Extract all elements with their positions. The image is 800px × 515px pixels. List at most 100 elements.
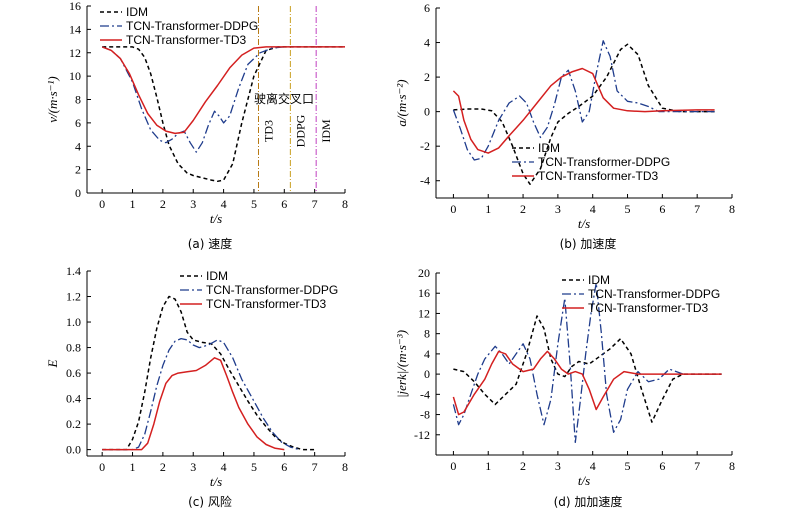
y-tick-label: 16 [418,286,430,300]
x-tick-label: 3 [555,202,561,216]
y-tick-label: -8 [420,408,430,422]
x-tick-label: 8 [729,202,735,216]
y-tick-label: 14 [69,22,81,36]
y-tick-label: -2 [420,139,430,153]
panel-c-caption: (c) 风险 [188,494,232,509]
y-tick-label: 16 [69,0,81,13]
series-idm-line [453,43,715,185]
x-tick-label: 2 [160,460,166,474]
y-tick-label: 10 [69,69,81,83]
y-tick-label: 1.4 [66,264,81,278]
legend-label-idm: IDM [206,269,228,283]
legend-label-td3: TCN-Transformer-TD3 [206,297,327,311]
y-tick-label: -4 [420,174,430,188]
legend-label-td3: TCN-Transformer-TD3 [588,301,709,315]
x-tick-label: 1 [130,460,136,474]
y-tick-label: 0.0 [66,443,81,457]
x-tick-label: 4 [590,202,596,216]
y-tick-label: 2 [424,70,430,84]
legend-label-idm: IDM [538,141,560,155]
y-axis-label: |jerk|/(m·s⁻³) [394,330,409,398]
x-tick-label: 2 [160,197,166,211]
series-idm-line [102,46,345,183]
y-tick-label: 12 [69,46,81,60]
y-tick-label: 8 [75,93,81,107]
y-tick-label: 20 [418,266,430,280]
series-ddpg-line [101,46,345,153]
y-tick-label: 6 [424,1,430,15]
y-tick-label: 12 [418,306,430,320]
series-ddpg-line [452,40,715,161]
series-td3-line [101,46,345,135]
panel-c-risk: 0 1 2 3 4 5 6 7 8 0.0 0.2 0.4 0.6 0.8 1.0 1.2 1.4 t/s E IDM… [45,264,348,509]
y-tick-label: 2 [75,163,81,177]
x-tick-label: 8 [342,197,348,211]
x-tick-label: 6 [281,197,287,211]
x-tick-label: 1 [485,202,491,216]
legend: IDMTCN-Transformer-DDPGTCN-Transformer-T… [562,273,720,315]
series-ddpg-line [102,337,300,451]
y-tick-label: 0.2 [66,417,81,431]
x-tick-label: 5 [625,202,631,216]
y-tick-label: 1.0 [66,315,81,329]
y-axis-label: E [45,359,60,368]
x-tick-label: 5 [251,460,257,474]
x-tick-label: 0 [450,459,456,473]
x-tick-label: 5 [625,459,631,473]
series-td3-line [452,350,722,416]
panel-b-caption: (b) 加速度 [560,236,617,251]
legend-label-ddpg: TCN-Transformer-DDPG [126,19,258,33]
panel-d-jerk: 0 1 2 3 4 5 6 7 8-12-8-4048121620t/s|jerk|/(m·s⁻… [394,266,735,509]
y-tick-label: 0 [75,186,81,200]
vline-label-td3: TD3 [261,120,275,142]
x-tick-label: 4 [590,459,596,473]
y-tick-label: 0 [424,105,430,119]
vline-label-idm: IDM [319,119,333,143]
y-tick-label: 0.6 [66,366,81,380]
y-tick-label: 0.4 [66,392,81,406]
series-idm-line [102,295,315,451]
x-tick-label: 1 [485,459,491,473]
y-tick-label: 0.8 [66,341,81,355]
x-tick-label: 2 [520,202,526,216]
x-tick-label: 4 [221,460,227,474]
x-axis-label: t/s [210,211,222,226]
x-axis-label: t/s [578,473,590,488]
legend-label-td3: TCN-Transformer-TD3 [538,169,659,183]
legend-label-td3: TCN-Transformer-TD3 [126,33,247,47]
y-tick-label: 6 [75,116,81,130]
legend: IDMTCN-Transformer-DDPGTCN-Transformer-T… [180,269,338,311]
x-tick-label: 0 [99,460,105,474]
panel-a-caption: (a) 速度 [188,236,233,251]
panel-b-acceleration: 0 1 2 3 4 5 6 7 8-4-20246t/sa/(m·s⁻²)IDMTCN-Tran… [394,1,735,251]
x-tick-label: 7 [694,459,700,473]
series-idm-line [453,315,722,423]
series-td3-line [452,67,715,154]
x-tick-label: 5 [251,197,257,211]
x-axis-label: t/s [578,216,590,231]
x-tick-label: 1 [130,197,136,211]
y-axis-label: a/(m·s⁻²) [394,79,409,126]
legend: IDMTCN-Transformer-DDPGTCN-Transformer-T… [100,5,258,47]
panel-d-caption: (d) 加加速度 [554,494,623,509]
y-tick-label: 0 [424,367,430,381]
x-tick-label: 7 [694,202,700,216]
x-tick-label: 8 [729,459,735,473]
x-tick-label: 7 [312,460,318,474]
legend-label-ddpg: TCN-Transformer-DDPG [538,155,670,169]
y-tick-label: -4 [420,387,430,401]
y-tick-label: 4 [424,347,430,361]
leave-intersection-annotation: 驶离交叉口 [254,91,314,106]
x-tick-label: 3 [190,460,196,474]
legend-label-idm: IDM [126,5,148,19]
y-axis-label: v/(m·s⁻¹) [45,76,60,123]
x-tick-label: 6 [659,459,665,473]
y-tick-label: 1.2 [66,290,81,304]
x-tick-label: 8 [342,460,348,474]
x-tick-label: 0 [99,197,105,211]
x-tick-label: 2 [520,459,526,473]
x-tick-label: 6 [281,460,287,474]
x-tick-label: 7 [312,197,318,211]
